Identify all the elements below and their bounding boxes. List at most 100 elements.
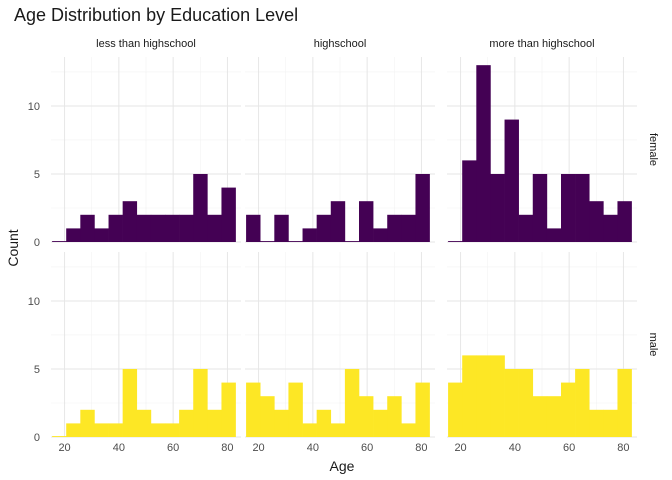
x-tick-label: 60 xyxy=(361,442,373,454)
histogram-bar xyxy=(518,214,534,242)
facet-row-label: male xyxy=(647,333,659,357)
y-axis-title: Count xyxy=(5,229,21,266)
chart-title: Age Distribution by Education Level xyxy=(14,5,298,25)
panel-less-than-highschool-female xyxy=(51,57,241,243)
histogram-bar xyxy=(80,409,95,437)
histogram-bar xyxy=(207,214,222,242)
panel-less-than-highschool-male xyxy=(51,252,241,438)
histogram-bar xyxy=(165,423,180,437)
y-tick-label: 10 xyxy=(28,296,40,308)
histogram-bar xyxy=(344,368,360,437)
histogram-bar xyxy=(246,382,261,437)
x-tick-label: 20 xyxy=(454,442,466,454)
histogram-bar xyxy=(561,382,576,437)
y-tick-label: 0 xyxy=(34,237,40,249)
histogram-bar xyxy=(415,173,430,242)
histogram-bar xyxy=(504,119,519,242)
y-tick-label: 0 xyxy=(34,432,40,444)
histogram-bar xyxy=(288,382,303,437)
x-tick-label: 60 xyxy=(563,442,575,454)
histogram-bar xyxy=(401,214,416,242)
histogram-bar xyxy=(108,423,123,437)
histogram-bar xyxy=(316,214,332,242)
histogram-bar xyxy=(373,228,388,242)
histogram-bar xyxy=(302,423,317,437)
histogram-bar xyxy=(617,201,632,242)
histogram-bar xyxy=(165,214,180,242)
histogram-bar xyxy=(359,201,374,242)
histogram-bar xyxy=(246,214,261,242)
histogram-bar xyxy=(150,214,166,242)
x-tick-label: 40 xyxy=(113,442,125,454)
histogram-bar xyxy=(462,355,477,437)
histogram-bar xyxy=(603,214,618,242)
histogram-bar xyxy=(504,368,519,437)
x-tick-label: 80 xyxy=(617,442,629,454)
histogram-bar xyxy=(344,241,360,242)
histogram-bar xyxy=(490,173,505,242)
histogram-bar xyxy=(373,409,388,437)
histogram-bar xyxy=(603,409,618,437)
histogram-bar xyxy=(179,409,194,437)
facet-column-label: more than highschool xyxy=(489,38,594,50)
histogram-bar xyxy=(221,187,236,242)
y-tick-label: 5 xyxy=(34,169,40,181)
histogram-bar xyxy=(94,228,109,242)
y-tick-label: 10 xyxy=(28,101,40,113)
histogram-bar xyxy=(288,241,303,242)
histogram-bar xyxy=(589,201,604,242)
histogram-bar xyxy=(561,173,576,242)
histogram-bar xyxy=(207,409,222,437)
histogram-bar xyxy=(52,436,67,437)
histogram-bar xyxy=(518,368,534,437)
histogram-bar xyxy=(401,423,416,437)
histogram-bar xyxy=(330,201,346,242)
histogram-bar xyxy=(193,173,208,242)
histogram-bar xyxy=(80,214,95,242)
y-tick-label: 5 xyxy=(34,364,40,376)
histogram-bar xyxy=(575,368,590,437)
histogram-bar xyxy=(136,409,152,437)
histogram-bar xyxy=(575,173,590,242)
histogram-bar xyxy=(193,368,208,437)
x-tick-label: 80 xyxy=(221,442,233,454)
facet-column-label: highschool xyxy=(314,38,367,50)
histogram-bar xyxy=(302,228,317,242)
histogram-bar xyxy=(330,423,346,437)
x-tick-label: 20 xyxy=(252,442,264,454)
histogram-bar xyxy=(94,423,109,437)
facet-column-label: less than highschool xyxy=(96,38,196,50)
histogram-bar xyxy=(476,65,491,242)
histogram-bar xyxy=(260,396,275,437)
histogram-bar xyxy=(448,241,463,242)
x-tick-label: 40 xyxy=(307,442,319,454)
x-axis-title: Age xyxy=(330,458,355,474)
panel-highschool-male xyxy=(245,252,435,438)
x-tick-label: 60 xyxy=(167,442,179,454)
histogram-bar xyxy=(462,160,477,242)
histogram-bar xyxy=(66,423,81,437)
histogram-bar xyxy=(136,214,152,242)
histogram-bar xyxy=(221,382,236,437)
histogram-bar xyxy=(546,228,562,242)
histogram-bar xyxy=(476,355,491,437)
histogram-bar xyxy=(387,396,402,437)
x-tick-label: 20 xyxy=(58,442,70,454)
histogram-bar xyxy=(52,241,67,242)
histogram-bar xyxy=(274,409,289,437)
histogram-bar xyxy=(179,214,194,242)
panels-layer: less than highschool highschool more than … xyxy=(28,38,659,454)
histogram-bar xyxy=(108,214,123,242)
histogram-bar xyxy=(490,355,505,437)
histogram-bar xyxy=(274,214,289,242)
histogram-bar xyxy=(122,368,138,437)
histogram-bar xyxy=(532,396,548,437)
histogram-bar xyxy=(260,241,275,242)
histogram-bar xyxy=(532,173,548,242)
histogram-bar xyxy=(66,228,81,242)
histogram-bar xyxy=(546,396,562,437)
x-tick-label: 80 xyxy=(415,442,427,454)
facet-row-label: female xyxy=(647,133,659,166)
histogram-bar xyxy=(448,382,463,437)
